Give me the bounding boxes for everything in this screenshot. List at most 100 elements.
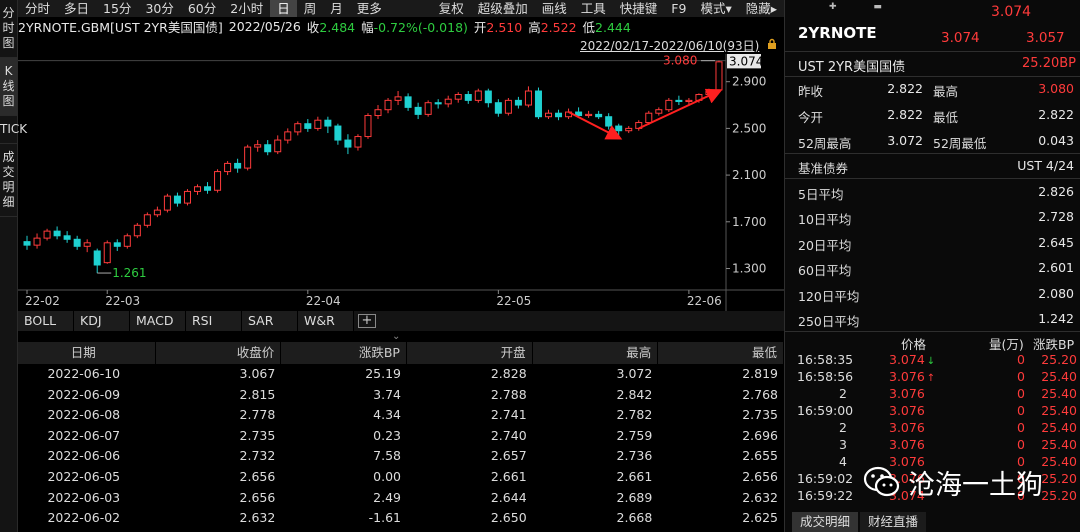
tick-volume: 0 — [1017, 488, 1025, 503]
arrow-down-icon: ↓ — [926, 356, 936, 367]
table-header: 日期 收盘价 涨跌BP 开盘 最高 最低 — [18, 342, 784, 364]
lock-icon[interactable] — [766, 38, 778, 50]
last-price-box — [727, 54, 761, 69]
period-tab-8[interactable]: 月 — [330, 1, 343, 16]
average-label: 20日平均 — [798, 237, 852, 253]
table-row[interactable]: 2022-06-10 3.067 25.19 2.828 3.072 2.819 — [18, 364, 784, 385]
period-tab-2[interactable]: 15分 — [103, 1, 132, 16]
tool-menu-6[interactable]: 模式▾ — [700, 1, 732, 16]
table-cell: 2022-06-08 — [47, 407, 121, 423]
tick-change: 25.40 — [1041, 437, 1077, 452]
symbol-title: 2YRNOTE.GBM[UST 2YR美国国债] — [18, 19, 223, 35]
candle-body — [625, 127, 633, 132]
vtab-label: TICK — [0, 122, 28, 136]
tick-volume: 0 — [1017, 352, 1025, 367]
kline-chart[interactable]: 2.900 2.500 2.100 1.700 1.300 22-02 22-03 22-04… — [18, 54, 784, 311]
tool-menu-5[interactable]: F9 — [671, 1, 687, 16]
vtab-kline[interactable]: K线图 — [0, 58, 17, 116]
candle-body — [113, 242, 121, 247]
period-tab-6[interactable]: 日 — [270, 0, 297, 17]
indicator-tab-2[interactable]: MACD — [130, 311, 186, 331]
col-header[interactable]: 最低 — [658, 342, 784, 364]
vtab-tick[interactable]: TICK — [0, 116, 28, 144]
panel-tab-0[interactable]: 成交明细 — [792, 512, 859, 532]
change-info: 幅-0.72%(-0.018) — [361, 19, 468, 35]
candle-body — [33, 237, 41, 246]
plus-icon[interactable]: ✚ — [829, 2, 837, 12]
period-tab-0[interactable]: 分时 — [25, 1, 51, 16]
table-row[interactable]: 2022-06-09 2.815 3.74 2.788 2.842 2.768 — [18, 385, 784, 406]
indicator-tab-3[interactable]: RSI — [186, 311, 242, 331]
candle-body — [544, 112, 553, 118]
average-value: 2.601 — [1038, 260, 1074, 276]
open-info: 开2.510 — [473, 19, 523, 35]
col-header[interactable]: 涨跌BP — [281, 342, 407, 364]
tick-price: 3.074 — [889, 487, 959, 504]
period-tab-1[interactable]: 多日 — [64, 1, 90, 16]
annotation-arrow-up — [638, 88, 723, 130]
minus-icon[interactable]: ▬ — [873, 2, 882, 12]
tool-menu-3[interactable]: 工具 — [580, 1, 606, 16]
candle-body — [384, 99, 392, 111]
table-row[interactable]: 2022-06-08 2.778 4.34 2.741 2.782 2.735 — [18, 405, 784, 426]
table-cell: 2022-06-03 — [47, 489, 121, 505]
y-tick-label: 2.100 — [732, 168, 766, 182]
indicator-tab-1[interactable]: KDJ — [74, 311, 130, 331]
candle-body — [143, 214, 151, 226]
indicator-tab-4[interactable]: SAR — [242, 311, 298, 331]
table-row[interactable]: 2022-06-07 2.735 0.23 2.740 2.759 2.696 — [18, 426, 784, 447]
table-row[interactable]: 2022-06-03 2.656 2.49 2.644 2.689 2.632 — [18, 488, 784, 509]
period-tab-3[interactable]: 30分 — [145, 1, 174, 16]
candle-body — [484, 90, 492, 104]
col-header[interactable]: 开盘 — [407, 342, 533, 364]
tick-price: 3.076 — [889, 419, 959, 436]
tick-time: 2 — [839, 386, 847, 401]
add-indicator-button[interactable]: + — [358, 314, 376, 328]
table-row[interactable]: 2022-06-05 2.656 0.00 2.661 2.661 2.656 — [18, 467, 784, 488]
vtab-timeshare[interactable]: 分时图 — [0, 0, 17, 58]
vtab-trade-detail[interactable]: 成交明细 — [0, 144, 17, 217]
ticks-list: 16:58:35 3.074 ↓ 0 25.20 16:58:56 3.076 ↑ 0 25.40… — [797, 351, 1077, 504]
table-cell: 2.632 — [742, 489, 778, 505]
candle-body — [63, 235, 71, 240]
quote-panel: ✚ ▬ 3.074 2YRNOTE 3.074 3.057 UST 2YR美国国… — [784, 0, 1080, 532]
table-row[interactable]: 2022-06-06 2.732 7.58 2.657 2.736 2.655 — [18, 446, 784, 467]
tick-change: 25.40 — [1041, 369, 1077, 384]
candle-body — [334, 125, 342, 141]
tool-menu-2[interactable]: 画线 — [541, 1, 567, 16]
table-cell: 0.23 — [373, 427, 401, 443]
col-header[interactable]: 收盘价 — [156, 342, 282, 364]
candle-body — [234, 162, 242, 169]
candle-body — [163, 195, 171, 211]
indicator-tab-0[interactable]: BOLL — [18, 311, 74, 331]
tool-menu-1[interactable]: 超级叠加 — [477, 1, 528, 16]
date-range[interactable]: 2022/02/17-2022/06/10(93日) — [580, 39, 760, 53]
tool-menu-4[interactable]: 快捷键 — [619, 1, 658, 16]
indicator-tabs: BOLL KDJ MACD RSI SAR W&R + — [18, 311, 784, 331]
tick-time: 4 — [839, 454, 847, 469]
table-row[interactable]: 2022-06-02 2.632 -1.61 2.650 2.668 2.625 — [18, 508, 784, 529]
table-cell: 2.815 — [239, 386, 276, 402]
panel-tab-1[interactable]: 财经直播 — [860, 512, 927, 532]
average-label: 5日平均 — [798, 187, 844, 202]
tool-menu-0[interactable]: 复权 — [438, 1, 464, 16]
period-tab-4[interactable]: 60分 — [187, 1, 217, 16]
average-value: 2.080 — [1038, 285, 1074, 301]
panel-price-a: 3.074 — [941, 30, 980, 46]
collapse-chevron-icon[interactable]: ⌄ — [392, 331, 401, 342]
y-tick-label: 1.300 — [732, 261, 766, 275]
stat-value: 3.072 — [887, 133, 923, 148]
period-tab-5[interactable]: 2小时 — [230, 1, 264, 16]
col-header[interactable]: 日期 — [18, 342, 156, 364]
indicator-tab-5[interactable]: W&R — [298, 311, 354, 331]
period-tab-9[interactable]: 更多 — [356, 1, 382, 16]
table-cell: 2.842 — [616, 386, 653, 402]
tick-time: 3 — [839, 437, 847, 452]
period-tab-7[interactable]: 周 — [303, 1, 317, 16]
candle-body — [274, 139, 282, 153]
col-header[interactable]: 最高 — [533, 342, 659, 364]
arrow-up-icon: ↑ — [926, 373, 936, 384]
tool-menu-7[interactable]: 隐藏▸ — [745, 1, 777, 16]
vtab-label: K线图 — [2, 64, 15, 108]
candle-body — [354, 136, 362, 148]
